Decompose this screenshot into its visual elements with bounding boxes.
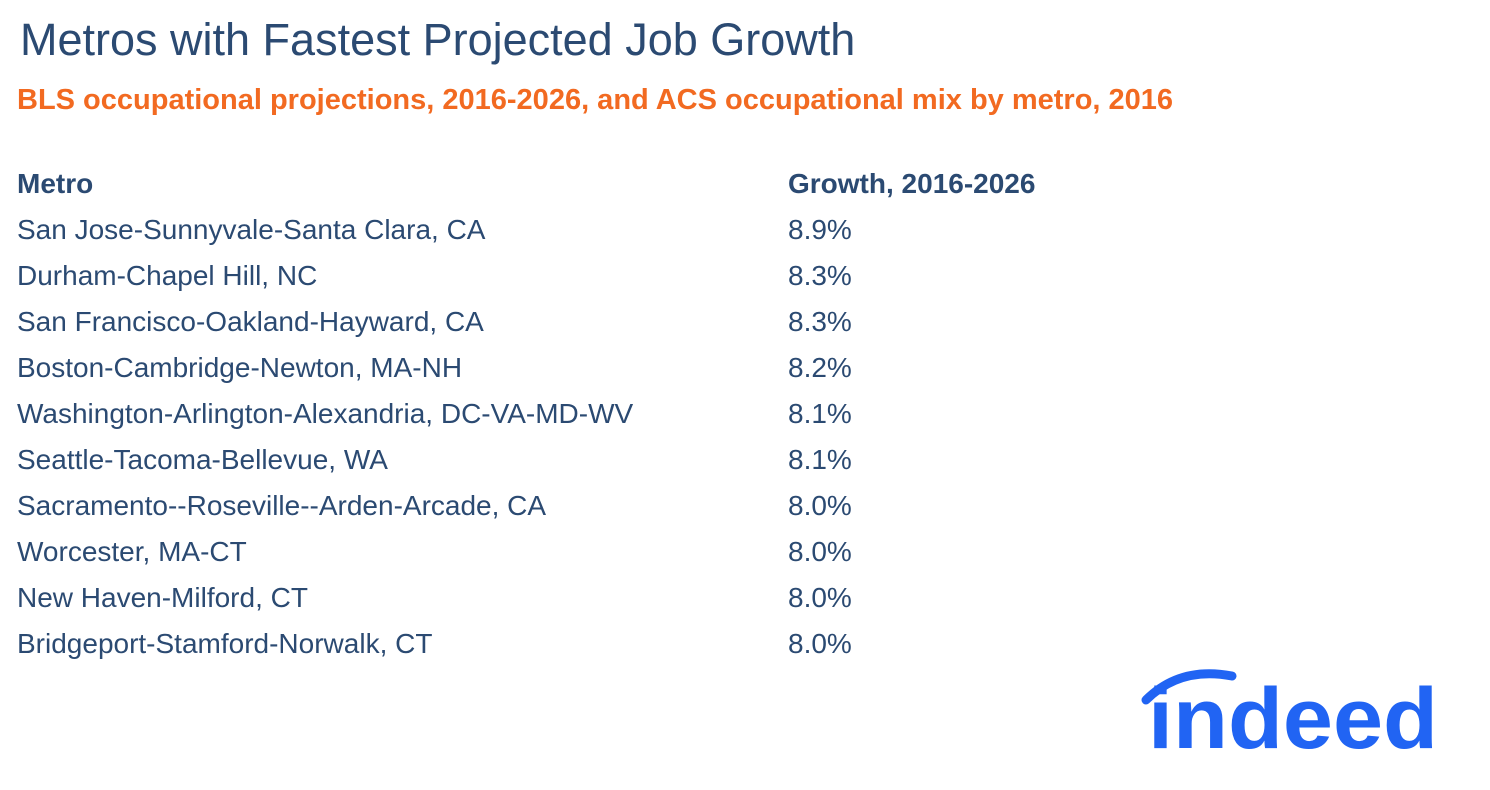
metro-name: Sacramento--Roseville--Arden-Arcade, CA — [17, 490, 547, 521]
growth-value: 8.3% — [788, 306, 852, 337]
metro-name: New Haven-Milford, CT — [17, 582, 308, 613]
metro-name: Bridgeport-Stamford-Norwalk, CT — [17, 628, 433, 659]
metro-name: Worcester, MA-CT — [17, 536, 247, 567]
title: Metros with Fastest Projected Job Growth — [20, 14, 856, 65]
metro-name: San Jose-Sunnyvale-Santa Clara, CA — [17, 214, 486, 245]
metro-name: Seattle-Tacoma-Bellevue, WA — [17, 444, 388, 475]
growth-value: 8.2% — [788, 352, 852, 383]
growth-value: 8.0% — [788, 628, 852, 659]
column-header: Metro — [17, 168, 94, 199]
growth-value: 8.1% — [788, 398, 852, 429]
growth-value: 8.0% — [788, 582, 852, 613]
logo-text: indeed — [1148, 671, 1438, 760]
metro-name: Durham-Chapel Hill, NC — [17, 260, 318, 291]
metro-name: Boston-Cambridge-Newton, MA-NH — [17, 352, 463, 383]
growth-value: 8.9% — [788, 214, 852, 245]
growth-value: 8.1% — [788, 444, 852, 475]
growth-value: 8.0% — [788, 490, 852, 521]
column-header: Growth, 2016-2026 — [788, 168, 1036, 199]
metro-name: San Francisco-Oakland-Hayward, CA — [17, 306, 484, 337]
metro-name: Washington-Arlington-Alexandria, DC-VA-M… — [17, 398, 634, 429]
growth-value: 8.0% — [788, 536, 852, 567]
logo: indeed — [1141, 669, 1438, 760]
growth-value: 8.3% — [788, 260, 852, 291]
logo-arc — [1141, 669, 1237, 705]
subtitle: BLS occupational projections, 2016-2026,… — [17, 84, 1174, 116]
